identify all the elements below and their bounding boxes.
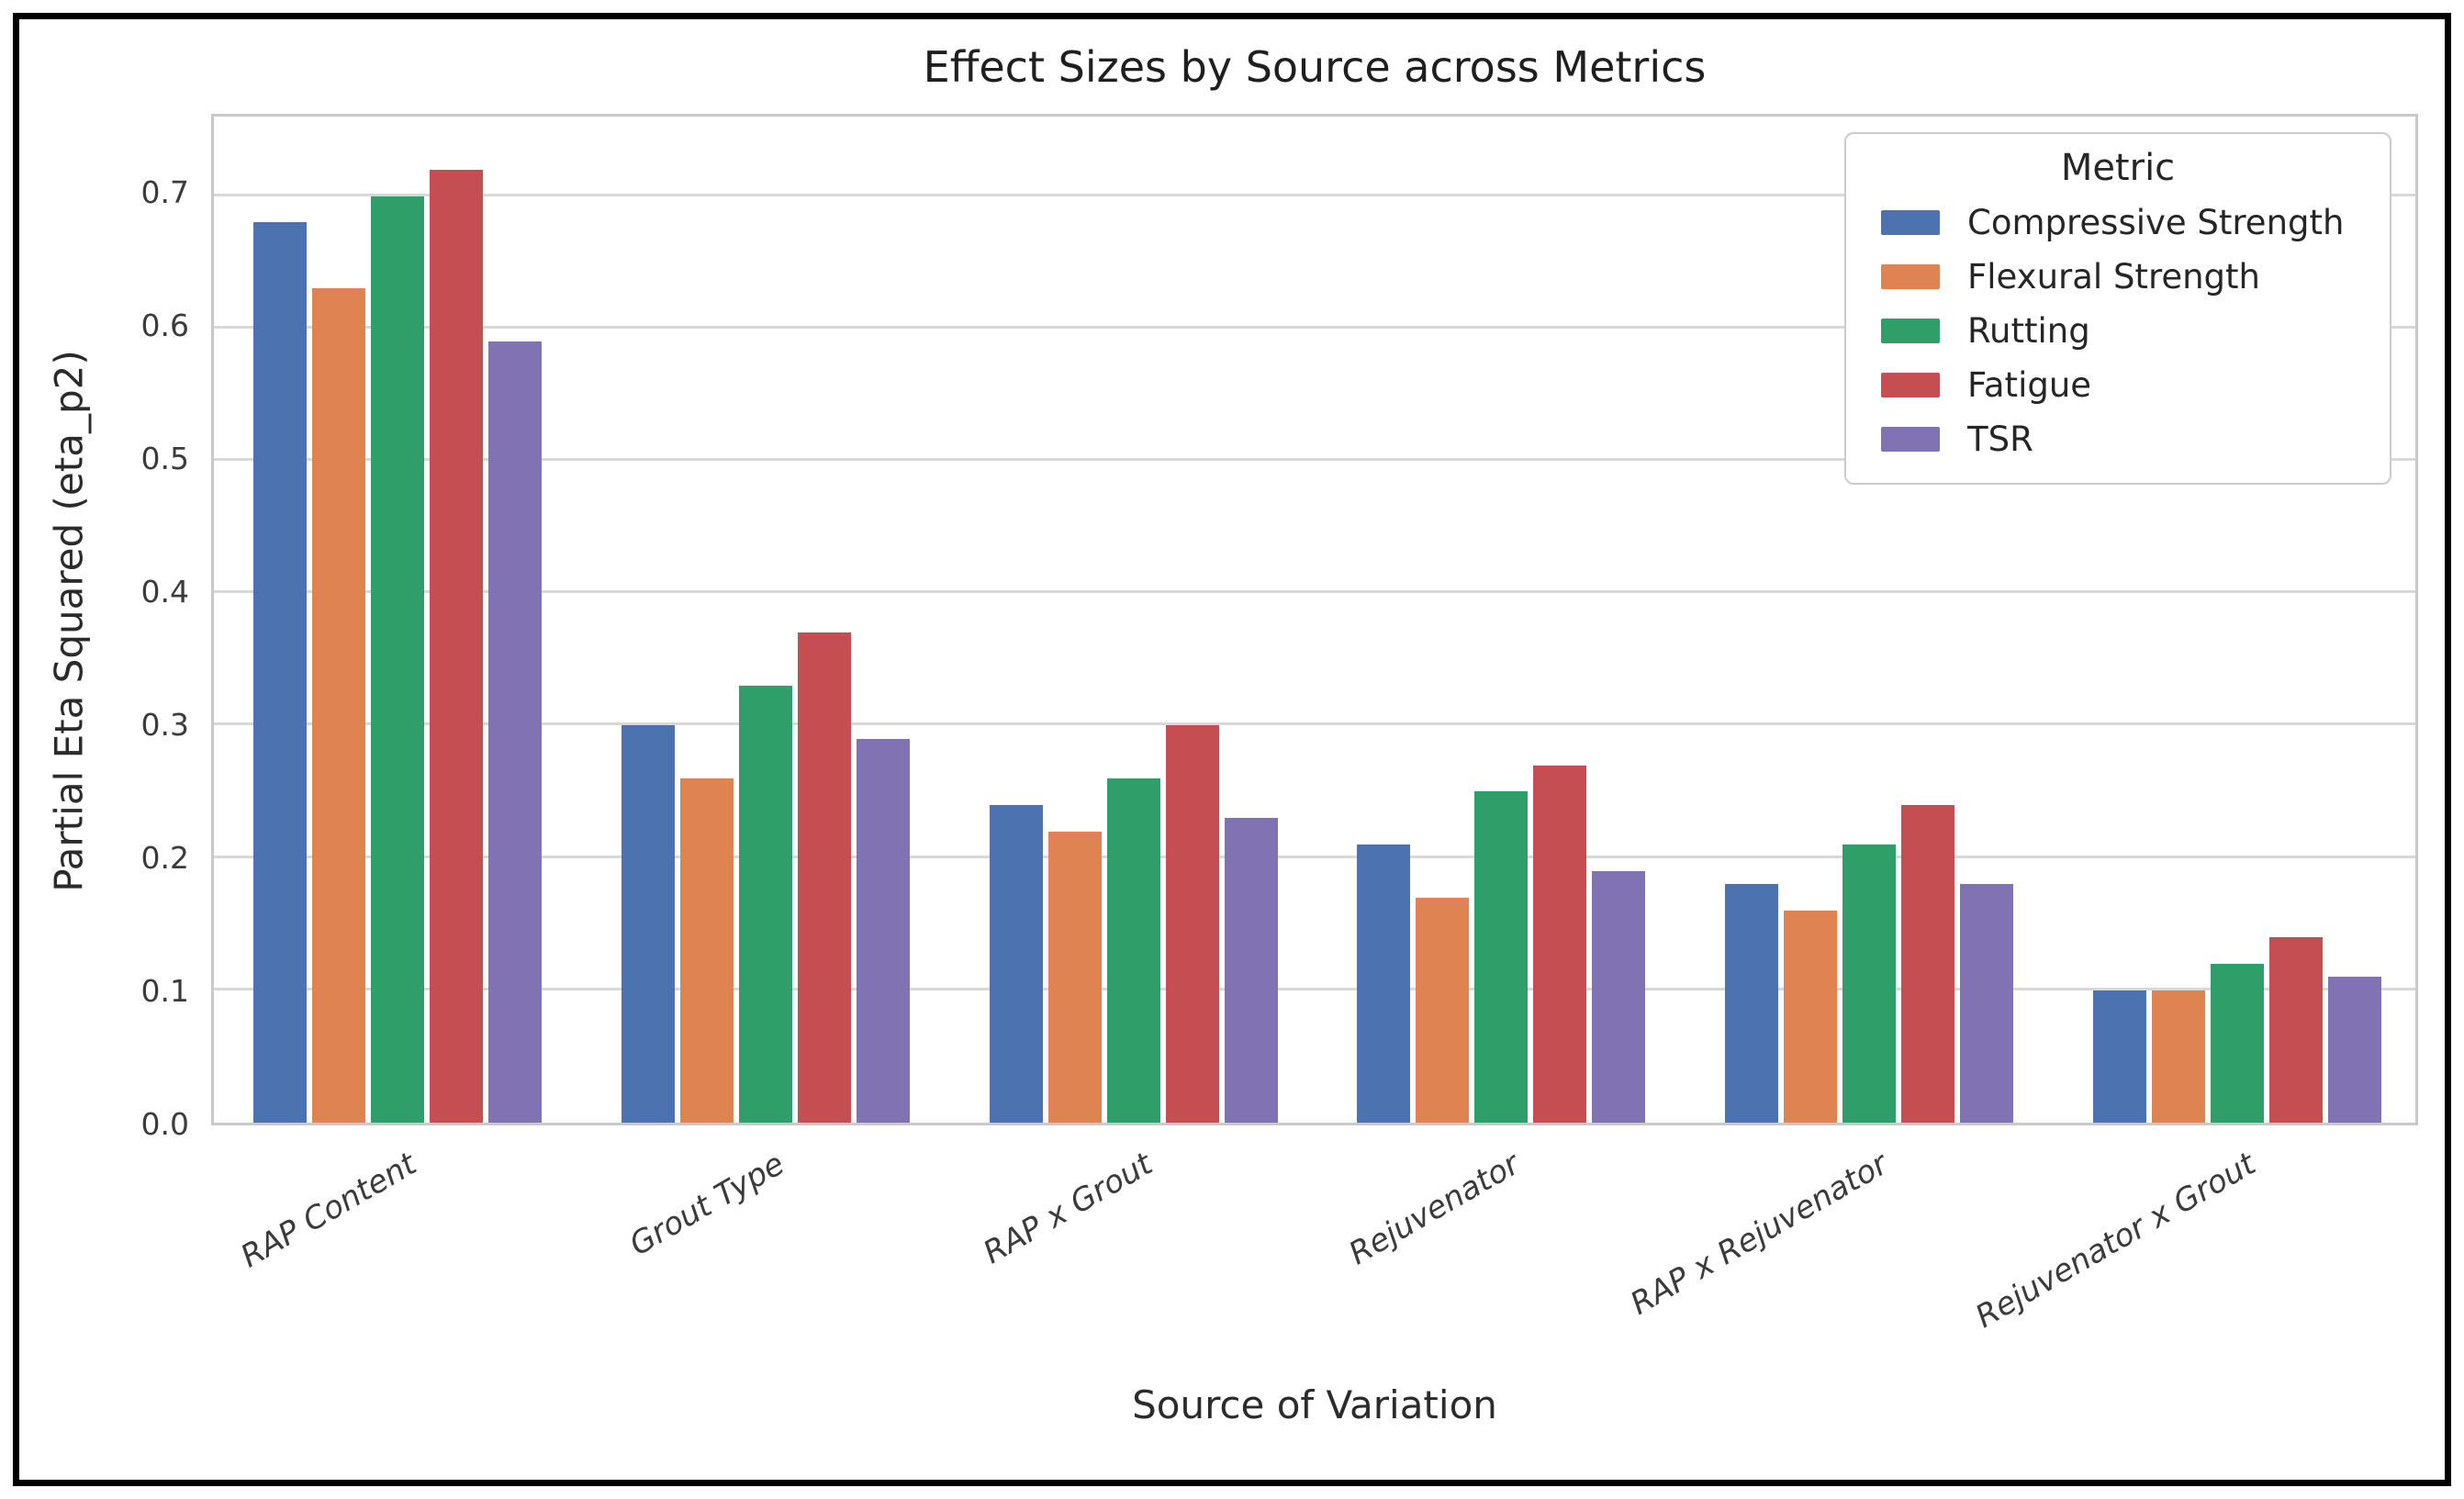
y-tick-label: 0.5 [140, 441, 189, 476]
chart-title: Effect Sizes by Source across Metrics [923, 42, 1707, 92]
gridline-y-0.3 [214, 722, 2415, 726]
bar-fatigue [2268, 937, 2323, 1123]
x-tick-label: Rejuvenator [1343, 1146, 1527, 1273]
bar-fatigue [1165, 725, 1219, 1123]
x-tick-label: RAP x Rejuvenator [1624, 1146, 1894, 1323]
legend-item-fatigue: Fatigue [1881, 364, 2390, 405]
bar-compressive-strength [621, 725, 675, 1123]
bar-group-rejuvenator-x-grout [2053, 117, 2421, 1123]
bar-tsr [488, 341, 543, 1123]
legend-item-tsr: TSR [1881, 419, 2390, 459]
y-tick-label: 0.0 [140, 1106, 189, 1142]
bar-fatigue [1533, 765, 1587, 1123]
bar-rutting [371, 196, 425, 1123]
y-tick-label: 0.2 [140, 840, 189, 876]
bar-rutting [1474, 791, 1529, 1123]
legend-item-compressive-strength: Compressive Strength [1881, 202, 2390, 242]
bar-group-rap-x-rejuvenator [1686, 117, 2054, 1123]
gridline-y-0.2 [214, 855, 2415, 858]
x-tick-label: Rejuvenator x Grout [1969, 1146, 2262, 1337]
legend-item-label: Compressive Strength [1967, 202, 2345, 242]
gridline-y-0.6 [214, 325, 2415, 329]
gridline-y-0.7 [214, 193, 2415, 196]
bar-group-rap-x-grout [949, 117, 1317, 1123]
y-tick-label: 0.7 [140, 174, 189, 210]
bar-rutting [738, 686, 792, 1123]
legend-item-label: Rutting [1967, 310, 2090, 351]
legend-items: Compressive Strength Flexural Strength Rut… [1846, 202, 2390, 459]
y-tick-label: 0.4 [140, 574, 189, 610]
bar-flexural-strength [312, 288, 366, 1123]
bar-fatigue [1900, 804, 1954, 1123]
bar-flexural-strength [1047, 831, 1102, 1123]
bar-tsr [2327, 977, 2381, 1123]
bar-rutting [2210, 963, 2264, 1123]
bar-fatigue [430, 169, 484, 1123]
plot-area [211, 114, 2418, 1125]
bar-compressive-strength [1357, 845, 1411, 1123]
x-tick-label: Grout Type [622, 1146, 790, 1264]
y-tick-label: 0.1 [140, 973, 189, 1009]
x-tick-label: RAP Content [234, 1146, 423, 1276]
bar-group-grout-type [582, 117, 950, 1123]
bar-compressive-strength [989, 804, 1043, 1123]
gridline-y-0.4 [214, 590, 2415, 594]
legend-swatch-icon [1881, 209, 1940, 235]
gridline-y-0.5 [214, 457, 2415, 461]
x-axis-label: Source of Variation [1132, 1382, 1497, 1427]
bar-flexural-strength [1783, 911, 1837, 1123]
legend-item-label: Flexural Strength [1967, 256, 2260, 296]
y-tick-label: 0.3 [140, 707, 189, 743]
legend-swatch-icon [1881, 426, 1940, 452]
legend-swatch-icon [1881, 318, 1940, 343]
x-tick-label: RAP x Grout [977, 1146, 1159, 1272]
bar-tsr [856, 738, 910, 1123]
legend-swatch-icon [1881, 263, 1940, 289]
bar-group-rejuvenator [1317, 117, 1686, 1123]
legend-item-flexural-strength: Flexural Strength [1881, 256, 2390, 296]
legend-item-label: TSR [1967, 419, 2033, 459]
legend-title: Metric [2060, 147, 2176, 189]
bar-flexural-strength [2151, 990, 2205, 1123]
bar-tsr [1592, 871, 1646, 1123]
bar-tsr [1224, 818, 1278, 1123]
bar-compressive-strength [1724, 884, 1778, 1123]
bar-rutting [1106, 778, 1160, 1123]
gridline-y-0.1 [214, 987, 2415, 990]
legend-item-rutting: Rutting [1881, 310, 2390, 351]
y-tick-label: 0.6 [140, 308, 189, 343]
bar-flexural-strength [679, 778, 734, 1123]
bar-group-rap-content [214, 117, 582, 1123]
bar-compressive-strength [2092, 990, 2146, 1123]
legend-item-label: Fatigue [1967, 364, 2092, 405]
bar-compressive-strength [253, 222, 308, 1123]
bar-rutting [1842, 845, 1896, 1123]
legend-swatch-icon [1881, 372, 1940, 397]
bar-flexural-strength [1416, 897, 1470, 1123]
bar-fatigue [797, 632, 851, 1123]
bar-tsr [1959, 884, 2013, 1123]
legend: Metric Compressive Strength Flexural Stre… [1844, 132, 2391, 485]
